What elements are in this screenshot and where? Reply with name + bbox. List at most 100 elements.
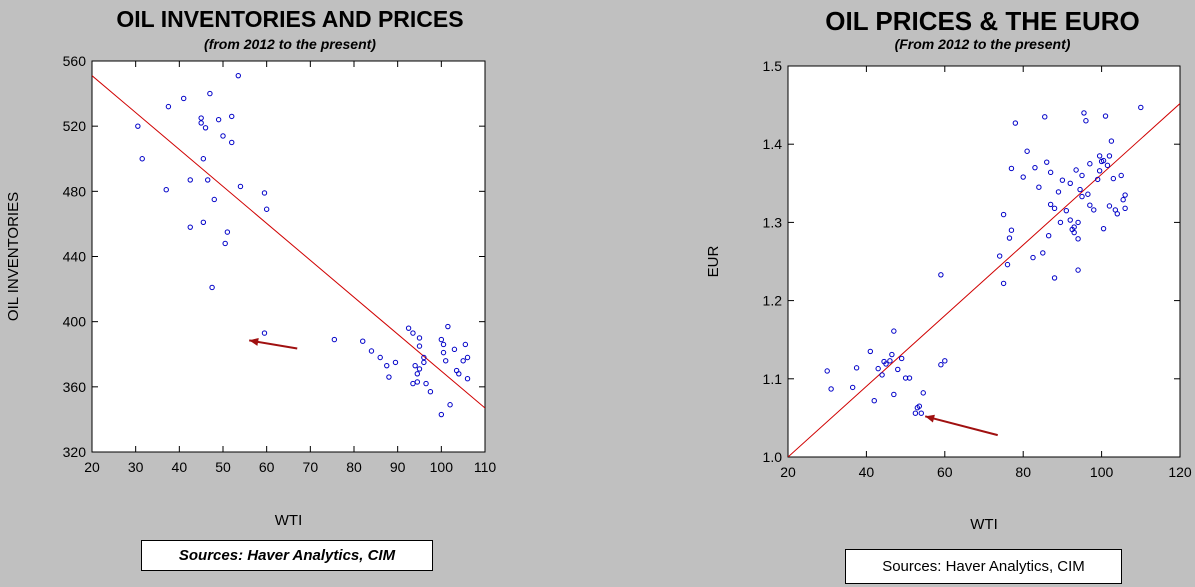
chart2-xtick-label: 100 bbox=[1090, 464, 1114, 480]
chart1-data-point bbox=[222, 240, 228, 247]
chart1-data-point bbox=[392, 359, 399, 366]
chart2-data-point bbox=[920, 390, 926, 396]
chart1-data-point bbox=[421, 359, 427, 366]
chart2-xtick-label: 40 bbox=[859, 464, 875, 480]
chart2-data-point bbox=[871, 397, 877, 404]
chart1-xtick-label: 60 bbox=[259, 459, 275, 475]
chart2-data-point bbox=[1106, 153, 1113, 159]
chart2-data-point bbox=[1100, 157, 1107, 164]
chart2-arrow-shaft bbox=[924, 415, 998, 437]
chart2-data-point bbox=[849, 384, 856, 391]
chart1-data-point bbox=[200, 156, 207, 162]
chart2-data-point bbox=[1024, 148, 1030, 154]
chart1-data-point bbox=[187, 224, 193, 230]
chart2-ylabel: EUR bbox=[705, 245, 722, 277]
chart2-data-point bbox=[891, 391, 897, 398]
chart2-data-point bbox=[875, 365, 881, 372]
chart2-xlabel: WTI bbox=[970, 516, 998, 533]
chart2-data-point bbox=[1108, 138, 1115, 144]
chart1-ytick-label: 440 bbox=[63, 249, 87, 265]
chart1-trendline bbox=[92, 75, 485, 409]
chart2-trendline bbox=[788, 103, 1180, 457]
chart1-xtick-label: 80 bbox=[346, 459, 362, 475]
chart2-data-point bbox=[1000, 280, 1007, 287]
chart1-data-point bbox=[414, 379, 421, 385]
chart2-data-point bbox=[996, 253, 1003, 259]
chart1-ytick-label: 320 bbox=[63, 444, 87, 460]
chart1-ytick-label: 480 bbox=[63, 183, 87, 199]
chart2-ytick-label: 1.0 bbox=[763, 449, 783, 465]
chart2-data-point bbox=[1106, 203, 1113, 209]
chart1-xtick-label: 90 bbox=[390, 459, 406, 475]
chart1-data-point bbox=[456, 371, 462, 377]
chart1-data-point bbox=[451, 346, 458, 353]
chart2-ytick-label: 1.2 bbox=[763, 293, 783, 309]
chart1-data-point bbox=[163, 187, 169, 193]
chart1-data-point bbox=[447, 402, 453, 408]
chart2-data-point bbox=[1110, 175, 1117, 182]
chart2-ytick-label: 1.3 bbox=[763, 214, 783, 230]
chart2-data-point bbox=[1096, 168, 1103, 174]
chart1-data-point bbox=[207, 90, 213, 97]
chart2-data-point bbox=[1079, 172, 1085, 179]
chart1-data-point bbox=[414, 371, 421, 377]
chart2-data-point bbox=[1044, 159, 1050, 165]
chart1-data-point bbox=[438, 411, 445, 418]
chart1-data-point bbox=[438, 336, 445, 343]
chart2-data-point bbox=[1059, 177, 1066, 183]
chart2-data-point bbox=[895, 366, 901, 373]
chart1-data-point bbox=[440, 349, 447, 356]
chart2-data-point bbox=[879, 372, 885, 378]
chart1-data-point bbox=[427, 389, 434, 395]
chart1-data-point bbox=[261, 330, 268, 336]
chart2-data-point bbox=[1075, 267, 1081, 273]
chart2-data-point bbox=[1087, 202, 1093, 208]
chart2-arrow-head bbox=[925, 414, 935, 423]
chart1-data-point bbox=[464, 354, 471, 361]
chart1-arrow bbox=[249, 337, 298, 350]
chart2-data-point bbox=[918, 410, 924, 416]
chart2-data-point bbox=[1012, 120, 1019, 126]
chart2-data-point bbox=[1008, 227, 1015, 233]
chart2-data-point bbox=[898, 355, 905, 362]
chart2-data-point bbox=[1032, 164, 1038, 171]
chart2-data-point bbox=[1104, 162, 1111, 169]
chart2-data-point bbox=[1122, 192, 1128, 198]
chart1-data-point bbox=[187, 177, 193, 183]
chart2-data-point bbox=[1045, 232, 1052, 239]
chart1-data-point bbox=[165, 103, 172, 110]
chart1-data-point bbox=[209, 284, 215, 291]
chart2-xtick-label: 20 bbox=[780, 464, 796, 480]
chart1-data-point bbox=[464, 375, 471, 382]
chart2-data-point bbox=[1102, 113, 1109, 119]
chart2-data-point bbox=[1120, 197, 1126, 203]
chart1-xtick-label: 20 bbox=[84, 459, 100, 475]
chart1-data-point bbox=[181, 95, 187, 102]
chart1-data-point bbox=[224, 229, 231, 235]
chart2-xtick-label: 120 bbox=[1168, 464, 1192, 480]
chart2-data-point bbox=[1000, 211, 1007, 218]
chart2-data-point bbox=[1138, 104, 1144, 111]
chart2-data-point bbox=[1096, 153, 1103, 159]
chart1-data-point bbox=[384, 362, 390, 369]
chart1-data-point bbox=[229, 113, 235, 120]
chart2-data-point bbox=[1051, 275, 1058, 281]
chart1-data-point bbox=[229, 139, 235, 146]
chart2-data-point bbox=[1118, 172, 1124, 179]
chart2-data-point bbox=[1071, 224, 1077, 230]
chart2-data-point bbox=[1020, 174, 1026, 180]
chart2-data-point bbox=[912, 410, 919, 416]
chart2-data-point bbox=[1091, 207, 1097, 213]
chart2-data-point bbox=[1006, 235, 1013, 241]
chart1-data-point bbox=[235, 72, 241, 79]
chart1-ylabel: OIL INVENTORIES bbox=[5, 192, 22, 321]
chart1-data-point bbox=[460, 358, 466, 364]
chart1-xtick-label: 30 bbox=[128, 459, 144, 475]
chart2-data-point bbox=[1114, 211, 1120, 217]
chart2-data-point bbox=[1036, 184, 1042, 190]
chart1-data-point bbox=[377, 354, 383, 361]
chart1-data-point bbox=[220, 133, 226, 139]
chart2-data-point bbox=[824, 368, 830, 374]
chart2-ytick-label: 1.5 bbox=[763, 58, 783, 74]
